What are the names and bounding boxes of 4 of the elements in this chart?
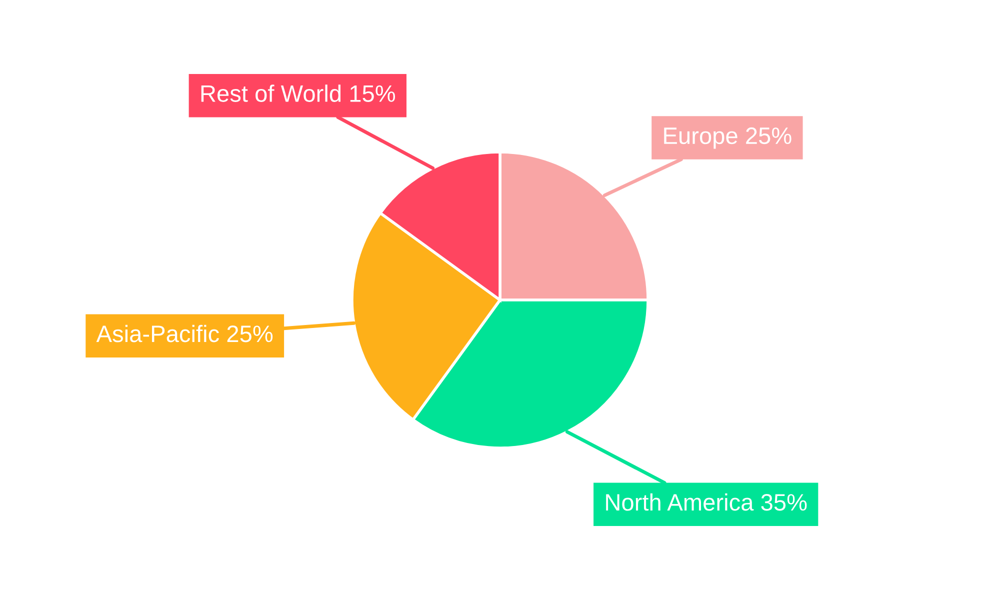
slice-label: North America 35% — [606, 493, 807, 511]
slice-label: Asia-Pacific 25% — [96, 324, 273, 342]
slice-label: Europe 25% — [664, 127, 792, 149]
slice-label: Rest of World 15% — [201, 84, 396, 102]
